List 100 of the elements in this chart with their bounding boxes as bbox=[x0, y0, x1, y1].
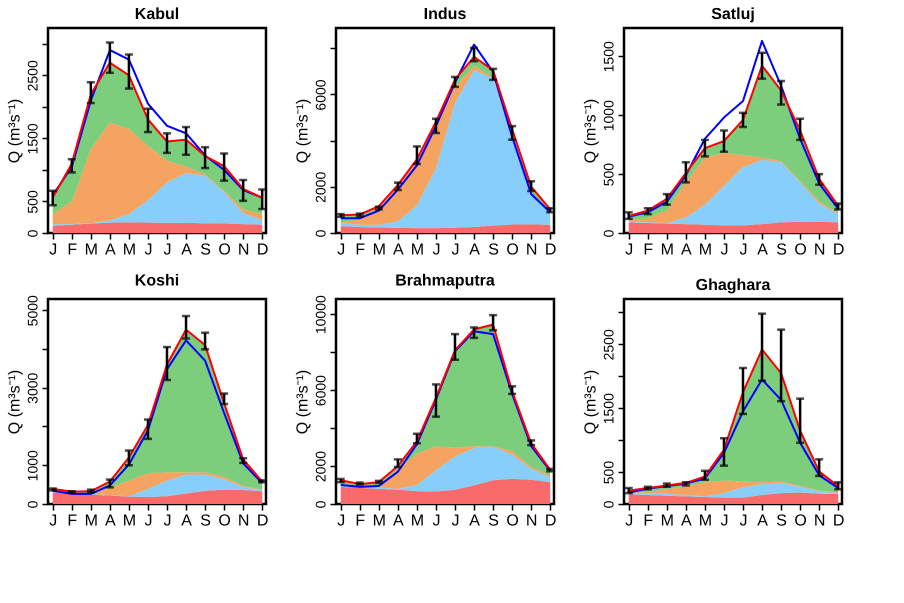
y-axis-title: Q (m³s⁻¹) bbox=[6, 98, 24, 164]
x-tick-label: D bbox=[544, 242, 556, 258]
x-tick-label: M bbox=[84, 512, 98, 530]
x-tick-label: N bbox=[238, 512, 250, 530]
x-tick-label: F bbox=[355, 242, 366, 258]
x-tick-label: O bbox=[218, 512, 231, 530]
x-tick-label: M bbox=[698, 512, 712, 530]
y-tick-label: 6000 bbox=[312, 374, 328, 406]
x-tick-label: M bbox=[660, 242, 674, 258]
x-tick-label: S bbox=[200, 512, 211, 530]
y-tick-label: 0 bbox=[312, 500, 328, 508]
x-tick-label: A bbox=[393, 512, 404, 530]
x-tick-label: F bbox=[643, 512, 654, 530]
x-tick-label: A bbox=[105, 242, 116, 258]
x-tick-label: A bbox=[469, 512, 480, 530]
x-tick-label: M bbox=[410, 242, 424, 258]
x-tick-label: M bbox=[698, 242, 712, 258]
x-tick-label: J bbox=[625, 242, 634, 258]
x-tick-label: N bbox=[814, 512, 826, 530]
x-tick-label: J bbox=[739, 242, 748, 258]
y-tick-label: 2500 bbox=[600, 329, 616, 360]
chart-title: Koshi bbox=[134, 272, 180, 290]
x-tick-label: J bbox=[720, 512, 728, 530]
y-tick-label: 2000 bbox=[312, 172, 328, 203]
y-axis-title: Q (m³s⁻¹) bbox=[6, 370, 24, 434]
y-tick-label: 0 bbox=[312, 229, 328, 238]
y-tick-label: 500 bbox=[600, 162, 616, 186]
x-tick-label: M bbox=[372, 512, 386, 530]
x-tick-label: A bbox=[757, 242, 768, 258]
y-axis-title: Q (m³s⁻¹) bbox=[582, 98, 600, 164]
x-tick-label: A bbox=[393, 242, 404, 258]
x-tick-label: J bbox=[432, 512, 440, 530]
x-tick-label: F bbox=[643, 242, 654, 258]
x-tick-label: S bbox=[776, 242, 787, 258]
x-tick-label: S bbox=[776, 512, 787, 530]
y-tick-label: 0 bbox=[24, 229, 40, 238]
y-tick-label: 1500 bbox=[24, 123, 40, 154]
y-axis-title: Q (m³s⁻¹) bbox=[294, 98, 312, 164]
x-tick-label: O bbox=[794, 242, 807, 258]
x-tick-label: D bbox=[832, 242, 844, 258]
x-tick-label: N bbox=[526, 512, 538, 530]
y-tick-label: 3000 bbox=[24, 372, 40, 404]
x-tick-label: M bbox=[122, 242, 136, 258]
x-tick-label: J bbox=[451, 242, 460, 258]
y-axis-title: Q (m³s⁻¹) bbox=[582, 370, 600, 434]
x-tick-label: S bbox=[488, 242, 499, 258]
x-tick-label: J bbox=[163, 242, 172, 258]
x-tick-label: J bbox=[720, 242, 728, 258]
x-tick-label: A bbox=[757, 512, 768, 530]
x-tick-label: D bbox=[256, 242, 268, 258]
y-tick-label: 500 bbox=[600, 460, 616, 484]
x-tick-label: O bbox=[506, 242, 519, 258]
x-tick-label: N bbox=[526, 242, 538, 258]
y-tick-label: 0 bbox=[600, 500, 616, 508]
x-tick-label: D bbox=[256, 512, 268, 530]
x-tick-label: O bbox=[794, 512, 807, 530]
y-tick-label: 5000 bbox=[24, 294, 40, 326]
x-tick-label: M bbox=[84, 242, 98, 258]
y-tick-label: 0 bbox=[600, 229, 616, 238]
x-tick-label: A bbox=[681, 512, 692, 530]
chart-title: Satluj bbox=[711, 6, 755, 23]
x-tick-label: A bbox=[181, 512, 192, 530]
x-tick-label: J bbox=[49, 242, 58, 258]
x-tick-label: J bbox=[739, 512, 748, 530]
x-tick-label: A bbox=[181, 242, 192, 258]
x-tick-label: M bbox=[122, 512, 136, 530]
x-tick-label: N bbox=[814, 242, 826, 258]
x-tick-label: O bbox=[218, 242, 231, 258]
x-tick-label: J bbox=[163, 512, 172, 530]
x-tick-label: D bbox=[832, 512, 844, 530]
x-tick-label: F bbox=[67, 512, 78, 530]
x-tick-label: J bbox=[432, 242, 440, 258]
x-tick-label: J bbox=[451, 512, 460, 530]
y-tick-label: 1000 bbox=[24, 450, 40, 482]
chart-title: Indus bbox=[424, 6, 466, 23]
y-tick-label: 2500 bbox=[24, 60, 40, 92]
x-tick-label: D bbox=[544, 512, 556, 530]
x-tick-label: N bbox=[238, 242, 250, 258]
x-tick-label: M bbox=[410, 512, 424, 530]
y-tick-label: 0 bbox=[24, 500, 40, 508]
y-axis-title: Q (m³s⁻¹) bbox=[294, 370, 312, 434]
x-tick-label: A bbox=[105, 512, 116, 530]
x-tick-label: J bbox=[625, 512, 634, 530]
x-tick-label: J bbox=[49, 512, 58, 530]
y-tick-label: 1000 bbox=[600, 100, 616, 132]
x-tick-label: J bbox=[337, 242, 346, 258]
x-tick-label: F bbox=[355, 512, 366, 530]
chart-title: Kabul bbox=[134, 6, 180, 23]
y-tick-label: 10000 bbox=[312, 295, 328, 334]
x-tick-label: J bbox=[144, 242, 152, 258]
chart-title: Brahmaputra bbox=[395, 272, 495, 290]
y-tick-label: 6000 bbox=[312, 79, 328, 111]
x-tick-label: M bbox=[660, 512, 674, 530]
x-tick-label: S bbox=[200, 242, 211, 258]
y-tick-label: 1500 bbox=[600, 40, 616, 72]
x-tick-label: F bbox=[67, 242, 78, 258]
x-tick-label: A bbox=[681, 242, 692, 258]
y-tick-label: 2000 bbox=[312, 450, 328, 482]
x-tick-label: J bbox=[144, 512, 152, 530]
y-tick-label: 1500 bbox=[600, 392, 616, 424]
